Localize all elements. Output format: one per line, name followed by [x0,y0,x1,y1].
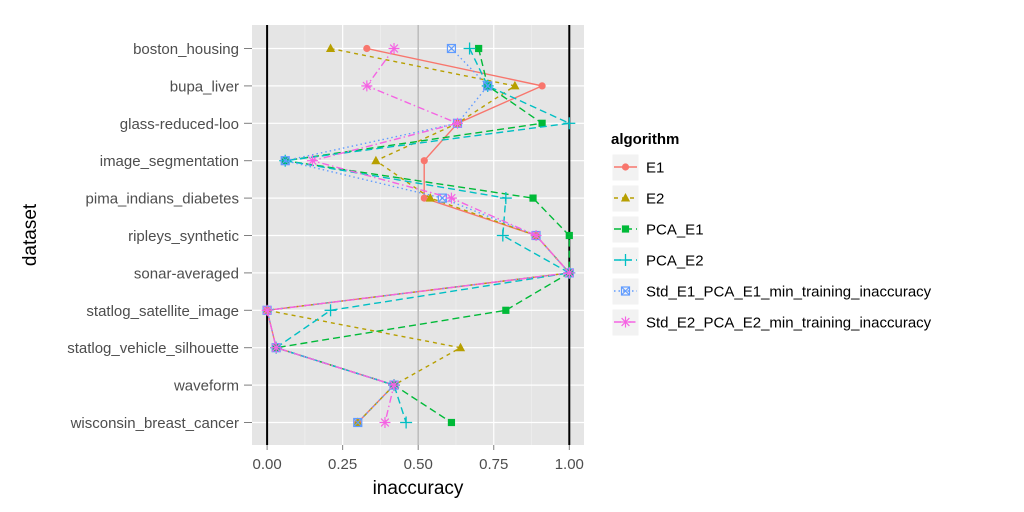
series-line [266,48,571,423]
series-line [266,47,571,423]
data-point [502,306,510,314]
legend: E1 E2 PCA_E1 PCA_E2 Std_E1_PCA_E1_min_traini… [611,153,932,337]
data-point [280,156,290,166]
data-point [620,193,631,202]
data-point [325,43,336,52]
legend-label: E1 [646,160,664,177]
y-tick-label: pima_indians_diabetes [86,191,239,208]
y-tick-label: sonar-averaged [134,265,239,282]
data-point [530,230,542,241]
legend-label: PCA_E2 [646,253,704,270]
data-point [463,42,476,55]
data-point [446,43,457,54]
data-point [538,82,546,90]
data-point [451,117,463,129]
data-point [475,44,483,53]
data-point [621,163,630,171]
legend-item: Std_E2_PCA_E2_min_training_inaccuracy [611,308,932,337]
data-point [261,304,273,316]
x-tick-label: 1.00 [555,456,584,473]
data-point [425,193,435,202]
y-tick-label: waveform [173,378,239,395]
y-tick-label: glass-reduced-loo [120,116,239,133]
legend-label: Std_E2_PCA_E2_min_training_inaccuracy [646,315,932,332]
x-tick-label: 0.00 [252,456,281,473]
legend-label: E2 [646,191,664,208]
x-tick-label: 0.75 [479,456,508,473]
data-point [496,229,509,242]
data-point [619,254,632,266]
x-tick-label: 0.50 [404,456,433,473]
data-point [621,225,630,233]
data-point [447,418,456,427]
data-point [379,417,391,428]
legend-item: E1 [611,153,664,182]
data-point [388,379,400,391]
legend-label: PCA_E1 [646,222,704,239]
data-point [445,192,457,204]
data-point [306,155,318,167]
y-tick-label: ripleys_synthetic [128,228,239,245]
x-tick-labels: 0.00 0.25 0.50 0.75 1.00 [252,445,584,473]
data-point [324,304,337,317]
data-point [353,417,363,428]
legend-label: Std_E1_PCA_E1_min_training_inaccuracy [646,284,932,301]
y-tick-labels: boston_housing bupa_liver glass-reduced-lo… [67,41,252,432]
y-tick-label: boston_housing [133,41,239,58]
data-point [499,192,512,205]
legend-item: PCA_E1 [611,215,704,244]
data-point [620,286,631,296]
data-point [620,316,631,328]
legend-item: E2 [611,184,664,213]
legend-item: PCA_E2 [611,246,704,275]
data-point [361,80,373,92]
data-point [363,44,371,53]
y-tick-label: bupa_liver [170,78,239,95]
data-point [420,157,428,165]
data-point [371,155,381,165]
series-line [266,48,571,423]
data-point [270,342,282,354]
data-point [538,119,546,127]
y-tick-label: image_segmentation [100,153,239,170]
x-axis-title: inaccuracy [373,478,464,499]
data-point [400,416,413,429]
y-tick-label: statlog_satellite_image [86,303,239,320]
data-point [510,80,520,90]
legend-title: algorithm [611,131,679,148]
y-tick-label: wisconsin_breast_cancer [70,415,239,432]
data-point [455,342,466,352]
data-point [388,43,400,54]
data-point [563,117,576,130]
data-point [483,81,493,91]
data-point [563,267,575,279]
data-point [420,194,428,202]
legend-item: Std_E1_PCA_E1_min_training_inaccuracy [611,277,932,306]
y-axis-title: dataset [20,203,41,266]
data-point [565,231,573,240]
legend-background [607,124,978,340]
series-layer [261,42,576,429]
x-tick-label: 0.25 [328,456,357,473]
y-tick-label: statlog_vehicle_silhouette [67,340,239,357]
data-point [529,194,537,202]
